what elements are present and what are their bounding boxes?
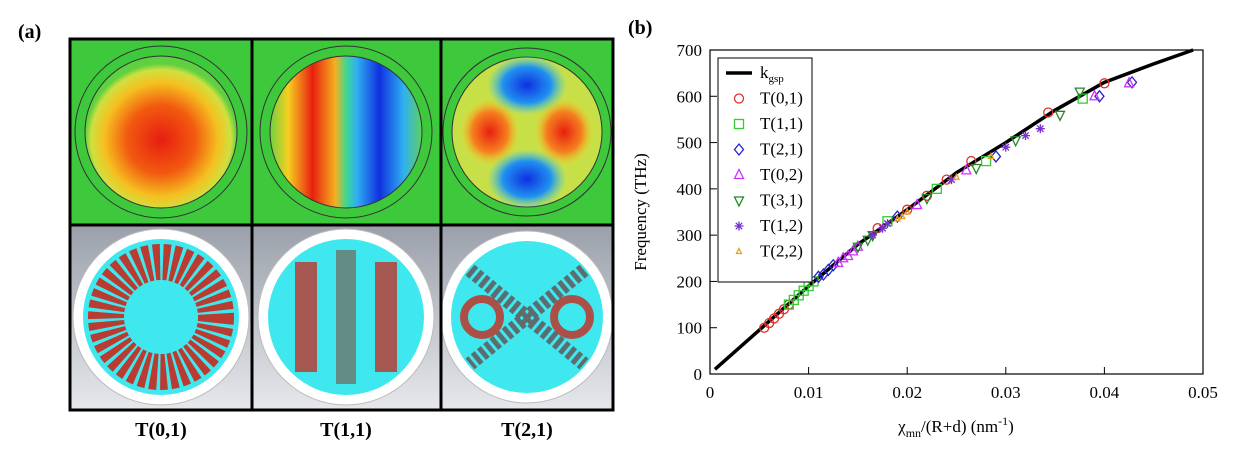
point xyxy=(1074,87,1086,99)
legend-label: T(2,2) xyxy=(760,242,803,261)
y-tick-label: 700 xyxy=(677,41,703,60)
legend-label: T(1,2) xyxy=(760,216,803,235)
legend-label-part: T(1,1) xyxy=(760,114,803,133)
point xyxy=(893,214,901,222)
legend-box xyxy=(717,57,813,283)
point xyxy=(1054,110,1066,122)
x-label-part: ) xyxy=(1008,417,1014,436)
x-tick-label: 0.04 xyxy=(1090,383,1120,402)
mode-caption: T(0,1) xyxy=(135,419,187,441)
panel-label: (a) xyxy=(18,21,41,43)
point xyxy=(960,163,972,175)
legend-label: T(0,1) xyxy=(760,89,803,108)
x-label-part: mn xyxy=(906,426,921,440)
point xyxy=(966,155,977,167)
x-tick-label: 0 xyxy=(706,383,715,402)
point xyxy=(1010,136,1022,148)
point xyxy=(878,223,888,233)
field-maps xyxy=(68,37,615,412)
point xyxy=(898,212,906,220)
point xyxy=(931,183,942,195)
point xyxy=(734,221,744,231)
y-tick-label: 300 xyxy=(677,226,703,245)
point xyxy=(892,210,903,224)
legend-label: T(1,1) xyxy=(760,114,803,133)
point xyxy=(921,193,933,206)
point xyxy=(947,175,957,185)
y-tick-label: 500 xyxy=(677,134,703,153)
point xyxy=(862,235,874,247)
y-tick-label: 600 xyxy=(677,87,703,106)
legend-label-part: gsp xyxy=(769,73,785,85)
x-tick-label: 0.02 xyxy=(892,383,922,402)
legend-label-part: T(0,1) xyxy=(760,89,803,108)
point xyxy=(837,251,849,263)
legend-label: T(0,2) xyxy=(760,165,803,184)
point xyxy=(733,168,745,180)
point xyxy=(1035,124,1045,134)
legend-label-part: T(1,2) xyxy=(760,216,803,235)
y-tick-label: 400 xyxy=(677,180,703,199)
point xyxy=(827,258,839,272)
legend-label-part: T(2,2) xyxy=(760,242,803,261)
x-axis-label: χmn/(R+d) (nm-1) xyxy=(897,414,1014,440)
x-tick-label: 0.05 xyxy=(1188,383,1218,402)
panel-label: (b) xyxy=(628,17,652,39)
y-tick-label: 0 xyxy=(694,365,703,384)
y-axis-label: Frequency (THz) xyxy=(631,153,650,271)
point xyxy=(1021,131,1031,141)
mode-caption: T(1,1) xyxy=(320,419,372,441)
point xyxy=(733,142,745,157)
x-label-part: -1 xyxy=(998,414,1008,428)
point xyxy=(911,198,923,210)
x-tick-label: 0.03 xyxy=(991,383,1021,402)
point xyxy=(990,149,1002,163)
point xyxy=(882,219,892,229)
point xyxy=(1001,142,1011,152)
point xyxy=(733,93,745,104)
x-label-part: /(R+d) (nm xyxy=(921,417,998,436)
point xyxy=(852,242,864,254)
point xyxy=(970,163,982,175)
point xyxy=(1043,107,1054,118)
point xyxy=(1099,78,1110,89)
legend-label-part: k xyxy=(760,63,769,82)
x-label-part: χ xyxy=(897,417,906,436)
plot-frame xyxy=(709,49,1204,375)
point xyxy=(733,196,745,208)
point xyxy=(952,172,961,180)
point xyxy=(980,155,992,167)
point xyxy=(1126,75,1138,89)
point xyxy=(733,118,745,130)
point xyxy=(903,207,911,215)
point xyxy=(852,239,864,251)
point xyxy=(1077,93,1088,104)
point xyxy=(813,270,824,284)
x-tick-label: 0.01 xyxy=(794,383,824,402)
y-tick-label: 200 xyxy=(677,272,703,291)
y-tick-label: 100 xyxy=(677,319,703,338)
point xyxy=(735,247,743,255)
legend-label-part: T(3,1) xyxy=(760,191,803,210)
point xyxy=(868,230,878,240)
legend-label: T(3,1) xyxy=(760,191,803,210)
legend-label-part: T(2,1) xyxy=(760,140,803,159)
legend-label: kgsp xyxy=(760,63,784,85)
point xyxy=(1088,89,1101,101)
mode-caption: T(2,1) xyxy=(501,419,553,441)
legend-label: T(2,1) xyxy=(760,140,803,159)
point xyxy=(987,152,995,160)
point xyxy=(1123,76,1135,88)
legend-label-part: T(0,2) xyxy=(760,165,803,184)
